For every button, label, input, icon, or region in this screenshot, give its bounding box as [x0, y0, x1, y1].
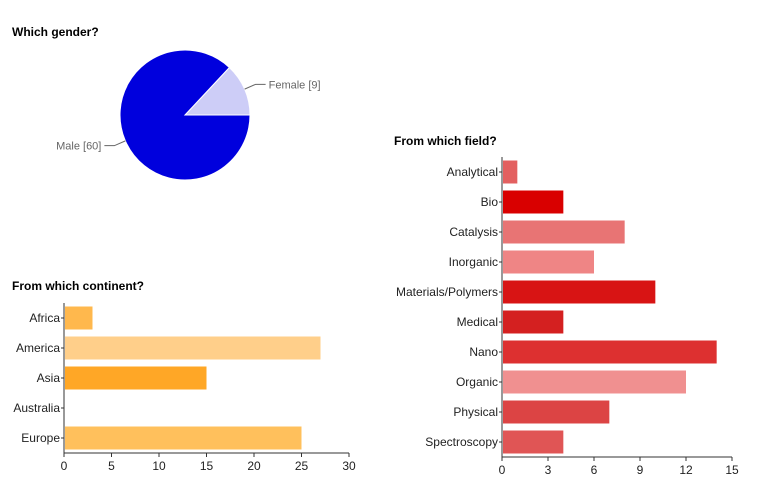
bar-europe	[65, 426, 302, 450]
x-tick-label: 15	[725, 463, 739, 477]
bar-spectroscopy	[503, 430, 564, 454]
bar-africa	[65, 306, 93, 330]
pie-label: Female [9]	[269, 79, 321, 91]
bar-nano	[503, 340, 717, 364]
bar-bio	[503, 190, 564, 214]
category-label: Organic	[456, 375, 498, 389]
category-label: Bio	[481, 195, 499, 209]
chart-title: Which gender?	[12, 25, 99, 39]
continent-bar-chart: From which continent? Africa America Asia A…	[12, 279, 356, 473]
x-tick-label: 12	[679, 463, 693, 477]
category-label: Analytical	[447, 165, 498, 179]
category-label: Physical	[453, 405, 498, 419]
x-tick-label: 10	[152, 459, 166, 473]
bar-asia	[65, 366, 207, 390]
category-label: Europe	[21, 431, 60, 445]
bar-materials-polymers	[503, 280, 656, 304]
bar-america	[65, 336, 321, 360]
gender-pie-chart: Which gender? Female [9] Male [60]	[12, 25, 321, 181]
category-label: Medical	[457, 315, 498, 329]
chart-title: From which field?	[394, 134, 497, 148]
x-tick-label: 0	[499, 463, 506, 477]
pie-leader-line	[244, 83, 266, 90]
category-label: Africa	[29, 311, 60, 325]
category-label: Materials/Polymers	[396, 285, 498, 299]
x-tick-label: 3	[545, 463, 552, 477]
x-tick-label: 30	[342, 459, 356, 473]
x-tick-label: 6	[591, 463, 598, 477]
category-label: Nano	[469, 345, 498, 359]
pie-leader-line	[104, 140, 126, 147]
category-label: Asia	[37, 371, 61, 385]
category-label: Inorganic	[449, 255, 498, 269]
x-tick-label: 25	[295, 459, 309, 473]
bar-analytical	[503, 160, 518, 184]
bar-organic	[503, 370, 686, 394]
category-label: Australia	[13, 401, 60, 415]
x-tick-label: 5	[108, 459, 115, 473]
bar-medical	[503, 310, 564, 334]
pie-slice-male	[119, 49, 251, 181]
x-tick-label: 9	[637, 463, 644, 477]
category-label: Catalysis	[449, 225, 498, 239]
bar-physical	[503, 400, 610, 424]
category-label: Spectroscopy	[425, 435, 498, 449]
x-tick-label: 0	[61, 459, 68, 473]
field-bar-chart: From which field? Analytical Bio Catalysis…	[394, 134, 739, 477]
bar-catalysis	[503, 220, 625, 244]
x-tick-label: 15	[200, 459, 214, 473]
pie-label: Male [60]	[56, 141, 101, 153]
x-tick-label: 20	[247, 459, 261, 473]
chart-title: From which continent?	[12, 279, 144, 293]
bar-inorganic	[503, 250, 594, 274]
category-label: America	[16, 341, 60, 355]
